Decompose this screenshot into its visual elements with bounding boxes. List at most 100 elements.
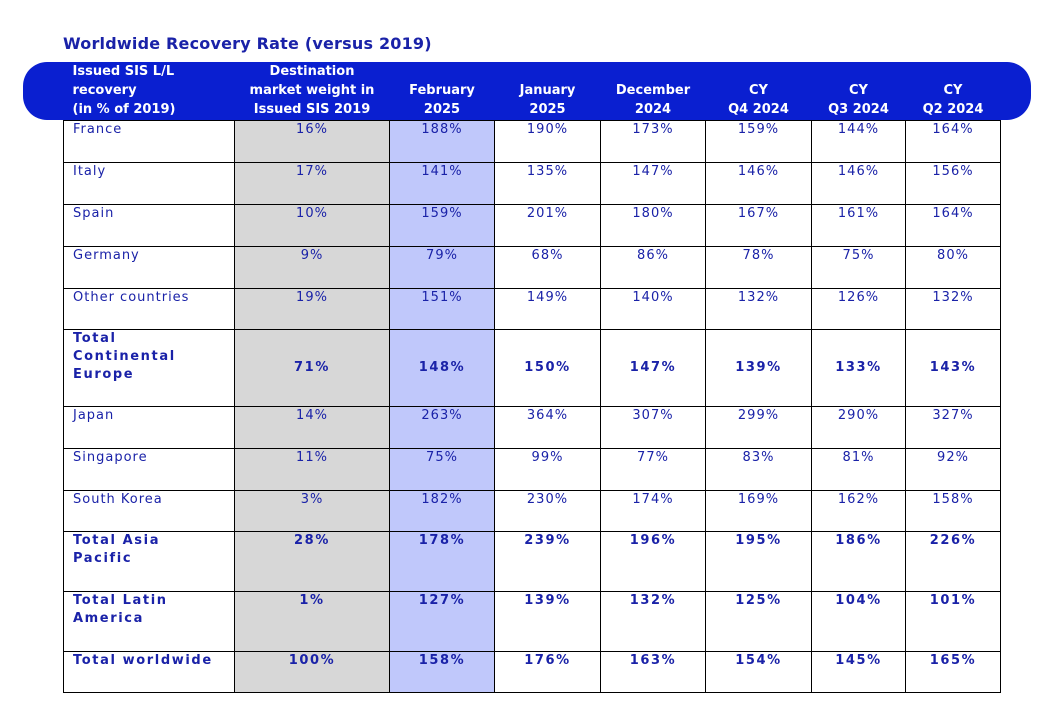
- cell-cy-q3-2024: 145%: [811, 651, 906, 693]
- header-market-weight: Destination market weight in Issued SIS 20…: [249, 64, 375, 117]
- header-row: Issued SIS L/L recovery (in % of 2019) Des…: [64, 62, 1001, 121]
- table-row: Total Latin America 1% 127% 139% 132% 125% 104%…: [63, 591, 1001, 652]
- cell-feb-2025: 75%: [389, 448, 495, 491]
- cell-feb-2025: 159%: [389, 204, 495, 247]
- header-band: [23, 62, 1031, 120]
- cell-dec-2024: 174%: [600, 490, 706, 532]
- cell-cy-q4-2024: 146%: [705, 162, 812, 205]
- cell-cy-q3-2024: 162%: [811, 490, 906, 532]
- cell-cy-q2-2024: 80%: [905, 246, 1001, 289]
- table-row: Italy 17% 141% 135% 147% 146% 146% 156%: [63, 162, 1001, 205]
- table-row: France 16% 188% 190% 173% 159% 144% 164%: [63, 120, 1001, 163]
- cell-dec-2024: 140%: [600, 288, 706, 330]
- cell-dec-2024: 86%: [600, 246, 706, 289]
- cell-cy-q3-2024: 146%: [811, 162, 906, 205]
- row-label: Japan: [63, 406, 235, 449]
- cell-cy-q3-2024: 126%: [811, 288, 906, 330]
- cell-cy-q2-2024: 327%: [905, 406, 1001, 449]
- row-label: Singapore: [63, 448, 235, 491]
- cell-cy-q4-2024: 78%: [705, 246, 812, 289]
- cell-feb-2025: 127%: [389, 591, 495, 652]
- cell-jan-2025: 149%: [494, 288, 601, 330]
- row-label: Other countries: [63, 288, 235, 330]
- cell-market-weight: 100%: [234, 651, 390, 693]
- cell-jan-2025: 68%: [494, 246, 601, 289]
- cell-cy-q3-2024: 144%: [811, 120, 906, 163]
- cell-dec-2024: 196%: [600, 531, 706, 592]
- cell-feb-2025: 263%: [389, 406, 495, 449]
- cell-jan-2025: 190%: [494, 120, 601, 163]
- table-row: Total worldwide 100% 158% 176% 163% 154% 145% 1…: [63, 651, 1001, 693]
- cell-feb-2025: 141%: [389, 162, 495, 205]
- row-label: South Korea: [63, 490, 235, 532]
- cell-market-weight: 17%: [234, 162, 390, 205]
- cell-jan-2025: 239%: [494, 531, 601, 592]
- cell-cy-q4-2024: 154%: [705, 651, 812, 693]
- cell-cy-q2-2024: 101%: [905, 591, 1001, 652]
- cell-cy-q3-2024: 104%: [811, 591, 906, 652]
- cell-market-weight: 71%: [234, 329, 390, 407]
- cell-cy-q2-2024: 143%: [905, 329, 1001, 407]
- cell-feb-2025: 178%: [389, 531, 495, 592]
- header-jan-2025: January 2025: [519, 83, 576, 117]
- cell-dec-2024: 147%: [600, 329, 706, 407]
- cell-market-weight: 19%: [234, 288, 390, 330]
- cell-jan-2025: 176%: [494, 651, 601, 693]
- cell-market-weight: 16%: [234, 120, 390, 163]
- row-label: Germany: [63, 246, 235, 289]
- header-dec-2024: December 2024: [615, 83, 691, 117]
- row-label: France: [63, 120, 235, 163]
- cell-dec-2024: 180%: [600, 204, 706, 247]
- cell-jan-2025: 364%: [494, 406, 601, 449]
- cell-dec-2024: 132%: [600, 591, 706, 652]
- table-row: Other countries 19% 151% 149% 140% 132% 126% 13…: [63, 288, 1001, 330]
- cell-market-weight: 14%: [234, 406, 390, 449]
- cell-jan-2025: 150%: [494, 329, 601, 407]
- row-label: Total worldwide: [63, 651, 235, 693]
- cell-cy-q4-2024: 132%: [705, 288, 812, 330]
- table-row: Total Asia Pacific 28% 178% 239% 196% 195% 186%…: [63, 531, 1001, 592]
- cell-dec-2024: 307%: [600, 406, 706, 449]
- table-row: Germany 9% 79% 68% 86% 78% 75% 80%: [63, 246, 1001, 289]
- cell-feb-2025: 79%: [389, 246, 495, 289]
- cell-jan-2025: 201%: [494, 204, 601, 247]
- recovery-table: Issued SIS L/L recovery (in % of 2019) Des…: [63, 62, 1001, 693]
- cell-cy-q3-2024: 75%: [811, 246, 906, 289]
- header-row-label: Issued SIS L/L recovery (in % of 2019): [72, 64, 176, 117]
- cell-cy-q2-2024: 158%: [905, 490, 1001, 532]
- table-row: South Korea 3% 182% 230% 174% 169% 162% 158%: [63, 490, 1001, 532]
- cell-cy-q2-2024: 164%: [905, 120, 1001, 163]
- header-feb-2025: February 2025: [409, 83, 475, 117]
- cell-cy-q2-2024: 92%: [905, 448, 1001, 491]
- cell-cy-q4-2024: 139%: [705, 329, 812, 407]
- row-label: Total Continental Europe: [63, 329, 235, 407]
- cell-feb-2025: 158%: [389, 651, 495, 693]
- table-row: Total Continental Europe 71% 148% 150% 147% 139…: [63, 329, 1001, 407]
- table-row: Japan 14% 263% 364% 307% 299% 290% 327%: [63, 406, 1001, 449]
- cell-cy-q3-2024: 133%: [811, 329, 906, 407]
- cell-cy-q3-2024: 186%: [811, 531, 906, 592]
- cell-cy-q4-2024: 159%: [705, 120, 812, 163]
- row-label: Italy: [63, 162, 235, 205]
- cell-dec-2024: 147%: [600, 162, 706, 205]
- cell-cy-q3-2024: 161%: [811, 204, 906, 247]
- cell-jan-2025: 139%: [494, 591, 601, 652]
- cell-cy-q2-2024: 132%: [905, 288, 1001, 330]
- cell-cy-q4-2024: 167%: [705, 204, 812, 247]
- cell-cy-q4-2024: 125%: [705, 591, 812, 652]
- cell-dec-2024: 173%: [600, 120, 706, 163]
- cell-cy-q2-2024: 156%: [905, 162, 1001, 205]
- row-label: Total Asia Pacific: [63, 531, 235, 592]
- header-cy-q2-2024: CY Q2 2024: [922, 83, 984, 117]
- cell-feb-2025: 151%: [389, 288, 495, 330]
- cell-market-weight: 28%: [234, 531, 390, 592]
- table-row: Spain 10% 159% 201% 180% 167% 161% 164%: [63, 204, 1001, 247]
- cell-cy-q4-2024: 83%: [705, 448, 812, 491]
- cell-feb-2025: 182%: [389, 490, 495, 532]
- header-cy-q4-2024: CY Q4 2024: [728, 83, 789, 117]
- cell-market-weight: 11%: [234, 448, 390, 491]
- page-title: Worldwide Recovery Rate (versus 2019): [63, 34, 432, 53]
- cell-jan-2025: 135%: [494, 162, 601, 205]
- cell-cy-q2-2024: 165%: [905, 651, 1001, 693]
- row-label: Total Latin America: [63, 591, 235, 652]
